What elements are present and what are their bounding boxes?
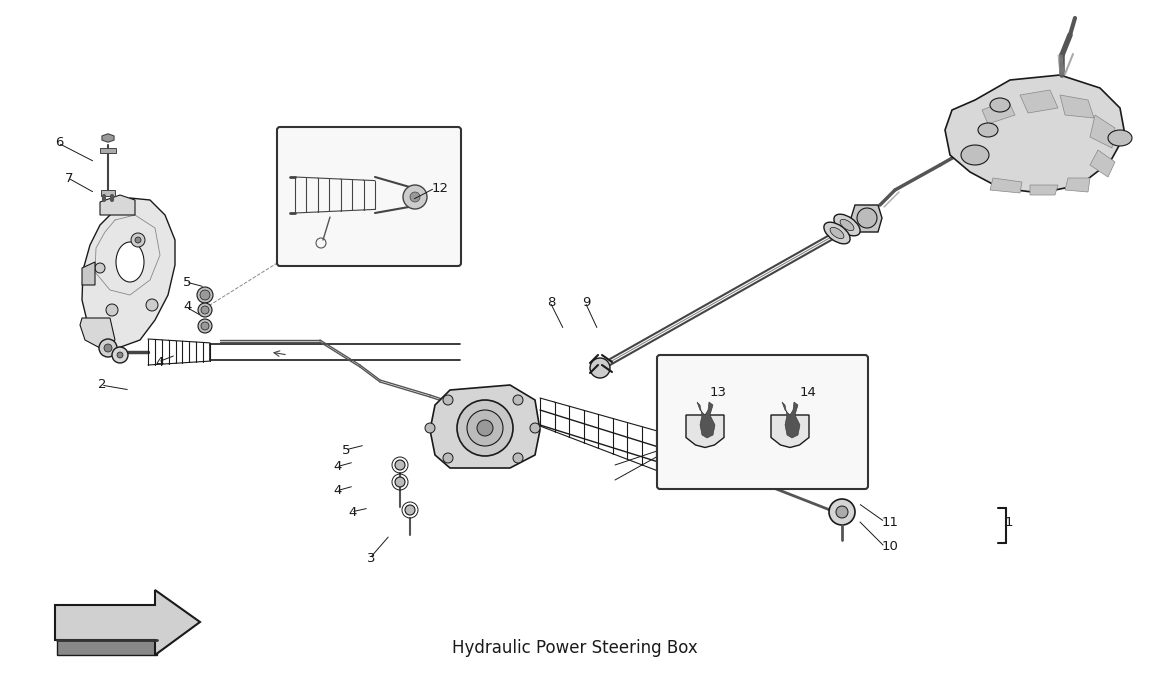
Polygon shape	[1090, 150, 1116, 177]
Polygon shape	[851, 205, 882, 232]
Circle shape	[477, 420, 493, 436]
Circle shape	[857, 208, 877, 228]
Polygon shape	[700, 456, 720, 478]
Polygon shape	[700, 454, 724, 480]
Circle shape	[146, 299, 158, 311]
Circle shape	[131, 233, 145, 247]
Text: 4: 4	[334, 484, 342, 497]
Polygon shape	[687, 415, 724, 447]
Text: 3: 3	[367, 551, 376, 565]
Circle shape	[198, 319, 212, 333]
Circle shape	[197, 287, 213, 303]
Circle shape	[112, 347, 128, 363]
FancyBboxPatch shape	[657, 355, 868, 489]
Polygon shape	[82, 262, 95, 285]
Text: 10: 10	[882, 540, 899, 553]
Text: Hydraulic Power Steering Box: Hydraulic Power Steering Box	[452, 639, 698, 657]
Ellipse shape	[840, 219, 854, 231]
Text: 14: 14	[799, 385, 816, 398]
Polygon shape	[982, 100, 1015, 124]
Circle shape	[394, 460, 405, 470]
Polygon shape	[1090, 115, 1116, 148]
Circle shape	[443, 395, 453, 405]
Polygon shape	[770, 415, 808, 447]
Ellipse shape	[1107, 130, 1132, 146]
Text: 2: 2	[98, 378, 107, 391]
Polygon shape	[58, 640, 158, 655]
Text: 7: 7	[66, 171, 74, 184]
Circle shape	[467, 410, 503, 446]
Circle shape	[99, 339, 117, 357]
Text: 6: 6	[55, 137, 63, 150]
Polygon shape	[990, 178, 1022, 193]
Circle shape	[426, 423, 435, 433]
Polygon shape	[697, 402, 715, 438]
Circle shape	[530, 423, 540, 433]
Polygon shape	[81, 318, 115, 348]
Circle shape	[405, 505, 415, 515]
Circle shape	[411, 192, 420, 202]
Ellipse shape	[990, 98, 1010, 112]
Circle shape	[836, 506, 848, 518]
Polygon shape	[100, 195, 135, 215]
Polygon shape	[101, 190, 115, 196]
Polygon shape	[100, 148, 116, 153]
Polygon shape	[82, 198, 175, 348]
Text: 5: 5	[183, 275, 192, 288]
Circle shape	[135, 237, 141, 243]
Circle shape	[198, 303, 212, 317]
Circle shape	[443, 453, 453, 463]
Polygon shape	[430, 385, 540, 468]
Text: 11: 11	[882, 516, 899, 529]
Circle shape	[106, 304, 118, 316]
Circle shape	[201, 322, 209, 330]
Text: 1: 1	[1005, 516, 1013, 529]
Polygon shape	[945, 75, 1125, 193]
Text: 13: 13	[710, 385, 727, 398]
Ellipse shape	[978, 123, 998, 137]
Ellipse shape	[823, 222, 850, 244]
Text: 9: 9	[582, 296, 590, 309]
Circle shape	[513, 453, 523, 463]
Polygon shape	[1030, 185, 1058, 195]
Text: 12: 12	[432, 182, 448, 195]
Circle shape	[201, 306, 209, 314]
Circle shape	[829, 499, 854, 525]
Text: 4: 4	[155, 355, 163, 369]
Text: 4: 4	[334, 460, 342, 473]
Circle shape	[394, 477, 405, 487]
Circle shape	[402, 185, 427, 209]
Circle shape	[95, 263, 105, 273]
Circle shape	[590, 358, 610, 378]
Text: 8: 8	[547, 296, 555, 309]
Polygon shape	[1020, 90, 1058, 113]
Ellipse shape	[834, 214, 860, 236]
Text: 5: 5	[342, 443, 351, 456]
Text: 4: 4	[183, 301, 191, 313]
Polygon shape	[782, 402, 800, 438]
Polygon shape	[1065, 178, 1090, 192]
Ellipse shape	[830, 227, 844, 238]
Ellipse shape	[116, 242, 144, 282]
Text: 4: 4	[348, 505, 356, 518]
Ellipse shape	[961, 145, 989, 165]
Circle shape	[513, 395, 523, 405]
FancyBboxPatch shape	[277, 127, 461, 266]
Polygon shape	[1060, 95, 1094, 118]
Polygon shape	[55, 590, 200, 655]
Polygon shape	[102, 134, 114, 142]
Circle shape	[200, 290, 210, 300]
Circle shape	[104, 344, 112, 352]
Circle shape	[117, 352, 123, 358]
Circle shape	[457, 400, 513, 456]
